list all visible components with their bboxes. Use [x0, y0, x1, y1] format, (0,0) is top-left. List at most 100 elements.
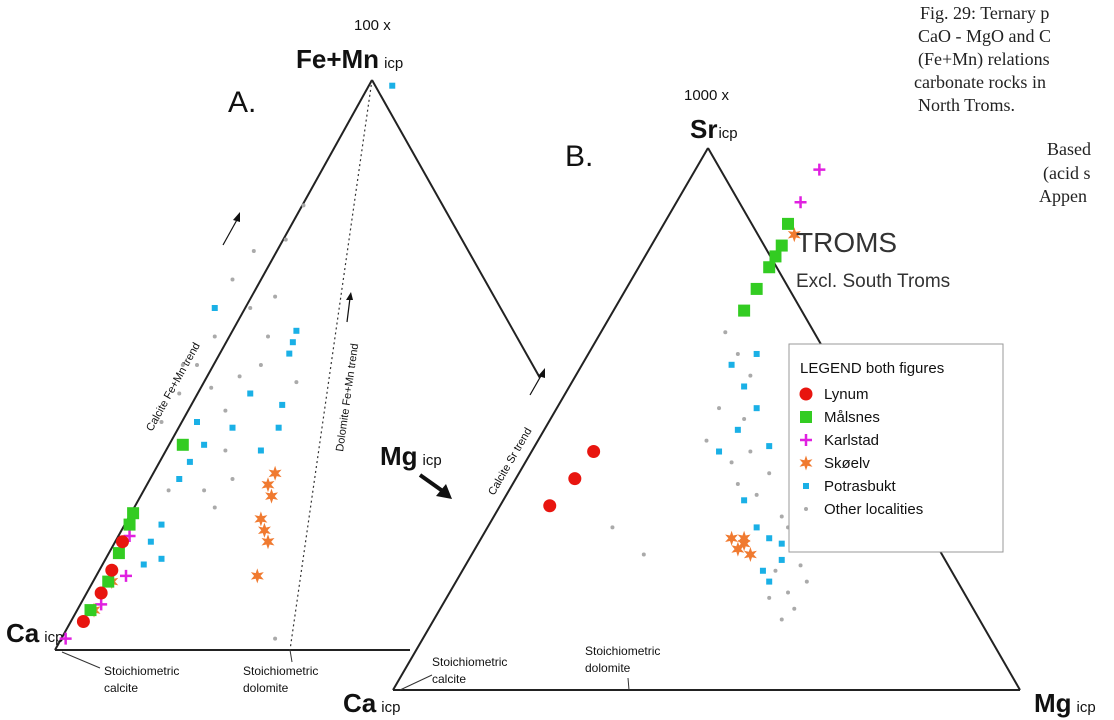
panel-a-dolomite-trend: Dolomite Fe+Mn trend [334, 343, 361, 453]
point-otherlocalities-b-18 [641, 552, 646, 557]
point-otherlocalities-b-2 [748, 373, 753, 378]
legend-box [788, 343, 1004, 553]
legend-marker-otherlocalities [804, 507, 808, 511]
point-karlstad-b-1 [794, 196, 807, 209]
legend-marker-potrasbukt [803, 483, 809, 489]
point-otherlocalities-b-15 [804, 579, 809, 584]
panel-b-left-edge [392, 147, 709, 691]
point-potrasbukt-b-8 [766, 535, 773, 542]
point-potrasbukt-a-16 [186, 458, 193, 465]
point-potrasbukt-a-11 [140, 561, 147, 568]
point-potrasbukt-b-13 [753, 350, 760, 357]
panel-a-ref-calcite-1: Stoichiometric [104, 664, 179, 678]
caption-line-1: Fig. 29: Ternary p [920, 3, 1050, 23]
point-otherlocalities-b-8 [754, 492, 759, 497]
point-mlsnes-b-1 [775, 239, 788, 252]
point-potrasbukt-a-4 [279, 401, 286, 408]
panel-b-left-sub: icp [381, 699, 400, 716]
point-otherlocalities-a-20 [294, 380, 299, 385]
point-otherlocalities-a-3 [248, 306, 253, 310]
panel-a-left-name: Ca [6, 618, 40, 648]
panel-b-mg-pointer: Mg icp [380, 441, 442, 471]
point-otherlocalities-a-8 [177, 391, 182, 396]
point-otherlocalities-b-6 [729, 460, 734, 465]
point-otherlocalities-a-21 [209, 385, 214, 390]
point-potrasbukt-b-1 [741, 383, 748, 390]
point-potrasbukt-a-5 [275, 424, 282, 431]
point-potrasbukt-b-10 [759, 567, 766, 574]
point-potrasbukt-b-6 [741, 497, 748, 504]
point-potrasbukt-b-4 [716, 448, 723, 455]
legend-label-mlsnes: Målsnes [824, 409, 880, 426]
point-skelv-a-6 [250, 568, 264, 584]
panel-a-dolo-arrowhead [346, 292, 353, 300]
panel-b-ref-calcite-1: Stoichiometric [432, 655, 507, 669]
point-mlsnes-a-5 [176, 438, 189, 451]
point-otherlocalities-a-7 [223, 408, 228, 413]
point-potrasbukt-b-12 [778, 540, 785, 547]
note-line-3: Appen [1039, 186, 1087, 206]
point-mlsnes-a-4 [127, 507, 140, 520]
point-mlsnes-b-0 [782, 217, 795, 230]
point-skelv-a-8 [265, 488, 278, 504]
point-otherlocalities-b-12 [767, 595, 772, 600]
point-karlstad-a-3 [120, 569, 132, 582]
point-potrasbukt-a-6 [211, 305, 218, 311]
panel-b-ref-dolomite-2: dolomite [585, 661, 631, 675]
panel-b-top-corner: Sricp [690, 114, 738, 144]
panel-a-left-corner: Ca icp [6, 618, 63, 648]
point-skelv-a-2 [261, 477, 275, 493]
point-skelv-a-7 [268, 465, 282, 481]
legend-label-potrasbukt: Potrasbukt [824, 478, 897, 495]
point-otherlocalities-b-0 [723, 330, 728, 335]
point-mlsnes-a-0 [84, 604, 97, 617]
point-otherlocalities-a-2 [230, 277, 235, 282]
panel-a: A. 100 x Fe+Mn icp Ca icp Calcite Fe+Mn tr… [6, 17, 541, 695]
caption-line-5: North Troms. [918, 95, 1016, 115]
point-otherlocalities-b-9 [779, 514, 784, 519]
point-otherlocalities-a-6 [266, 334, 270, 339]
region-subtitle: Excl. South Troms [796, 271, 950, 292]
point-potrasbukt-a-8 [176, 476, 183, 482]
panel-b-ref-calcite-2: calcite [432, 672, 466, 686]
point-mlsnes-b-2 [769, 250, 782, 263]
point-mlsnes-b-4 [750, 282, 763, 295]
point-otherlocalities-a-9 [159, 420, 164, 424]
point-potrasbukt-a-2 [289, 339, 296, 346]
region-title: TROMS [796, 227, 897, 258]
point-lynum-b-2 [587, 445, 601, 459]
point-potrasbukt-a-13 [229, 424, 236, 431]
point-lynum-a-1 [94, 586, 108, 600]
panel-b-dolomite-tick [627, 677, 630, 691]
panel-b-multiplier: 1000 x [684, 87, 730, 104]
caption-line-2: CaO - MgO and C [918, 26, 1051, 46]
legend-label-karlstad: Karlstad [824, 432, 879, 449]
point-karlstad-a-1 [95, 598, 108, 611]
panel-b-right-corner: Mg icp [1034, 688, 1096, 718]
point-otherlocalities-b-14 [779, 617, 784, 622]
legend-marker-karlstad [800, 434, 812, 446]
panel-a-top-sub: icp [384, 55, 403, 72]
point-potrasbukt-a-7 [194, 419, 200, 425]
point-potrasbukt-b-0 [728, 361, 735, 368]
panel-b-points [543, 163, 826, 622]
point-otherlocalities-b-1 [735, 351, 740, 356]
panel-a-trend-arrow [222, 217, 239, 246]
panel-b-mg-sub: icp [423, 452, 442, 469]
panel-b-top-sub: icp [718, 125, 737, 142]
panel-a-top-name: Fe+Mn [296, 44, 379, 74]
dolomite-tick [289, 649, 293, 663]
legend-items: Lynum Målsnes Karlstad Skøelv Potrasbukt Othe… [799, 386, 923, 518]
point-skelv-b-3 [731, 541, 745, 557]
point-potrasbukt-a-9 [201, 441, 208, 448]
point-otherlocalities-b-7 [767, 471, 772, 476]
dolomite-reference-line [289, 79, 373, 651]
point-potrasbukt-a-14 [257, 447, 264, 454]
point-skelv-a-4 [258, 522, 271, 538]
panel-b-mg-name: Mg [380, 441, 418, 471]
panel-a-dolo-arrow [346, 297, 351, 323]
panel-b-left-corner: Ca icp [343, 688, 400, 718]
panel-a-left-sub: icp [44, 629, 63, 646]
point-lynum-a-0 [76, 615, 90, 628]
point-otherlocalities-a-22 [223, 448, 228, 453]
